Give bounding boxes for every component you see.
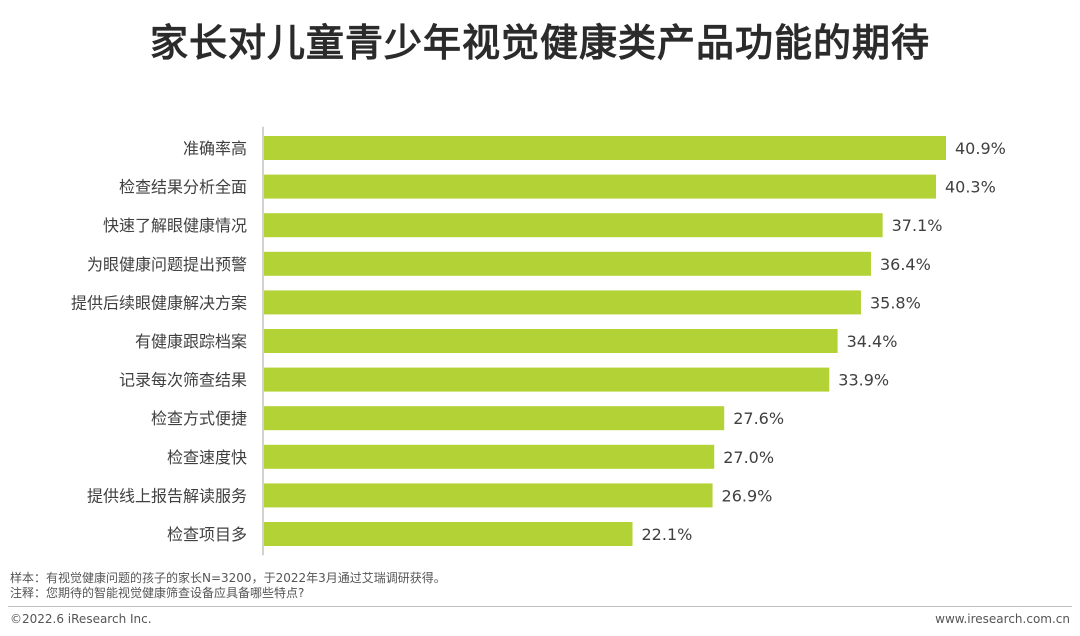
value-label: 40.3% — [945, 178, 996, 197]
bar — [264, 174, 936, 199]
footer-divider — [8, 606, 1072, 607]
value-label: 34.4% — [847, 332, 898, 351]
bar — [264, 367, 830, 392]
bar-chart: 准确率高 40.9% 检查结果分析全面 40.3% 快速了解眼健康情况 37.1% 为眼健康… — [71, 126, 1006, 556]
value-label: 36.4% — [880, 255, 931, 274]
value-label: 27.0% — [723, 448, 774, 467]
bar — [264, 251, 871, 276]
category-label: 有健康跟踪档案 — [135, 332, 247, 351]
category-label: 提供线上报告解读服务 — [87, 486, 247, 505]
category-label: 检查项目多 — [167, 525, 247, 544]
bar — [264, 444, 715, 469]
category-label: 记录每次筛查结果 — [119, 371, 247, 390]
footer-website[interactable]: www.iresearch.com.cn — [935, 612, 1070, 626]
category-label: 检查方式便捷 — [151, 409, 247, 428]
value-label: 22.1% — [642, 525, 693, 544]
category-label: 为眼健康问题提出预警 — [87, 255, 247, 274]
value-label: 27.6% — [733, 409, 784, 428]
bar — [264, 329, 838, 353]
chart-title: 家长对儿童青少年视觉健康类产品功能的期待 — [149, 21, 930, 65]
value-label: 26.9% — [722, 486, 773, 505]
value-label: 33.9% — [838, 371, 889, 390]
category-label: 准确率高 — [183, 139, 247, 158]
value-label: 37.1% — [892, 216, 943, 235]
category-label: 检查速度快 — [167, 448, 247, 467]
category-label: 快速了解眼健康情况 — [103, 216, 247, 235]
bar — [264, 136, 946, 160]
category-label: 检查结果分析全面 — [119, 178, 247, 197]
sample-note: 样本：有视觉健康问题的孩子的家长N=3200，于2022年3月通过艾瑞调研获得。 — [10, 571, 446, 585]
footer-copyright: ©2022.6 iResearch Inc. — [10, 612, 152, 626]
bar — [264, 213, 883, 238]
value-label: 40.9% — [955, 139, 1006, 158]
category-label: 提供后续眼健康解决方案 — [71, 293, 247, 312]
bar — [264, 406, 725, 431]
bar — [264, 290, 861, 315]
remark-note: 注释：您期待的智能视觉健康筛查设备应具备哪些特点? — [10, 586, 305, 600]
chart-notes: 样本：有视觉健康问题的孩子的家长N=3200，于2022年3月通过艾瑞调研获得。… — [10, 571, 446, 601]
bar — [264, 483, 713, 508]
bar — [264, 522, 633, 546]
value-label: 35.8% — [870, 293, 921, 312]
